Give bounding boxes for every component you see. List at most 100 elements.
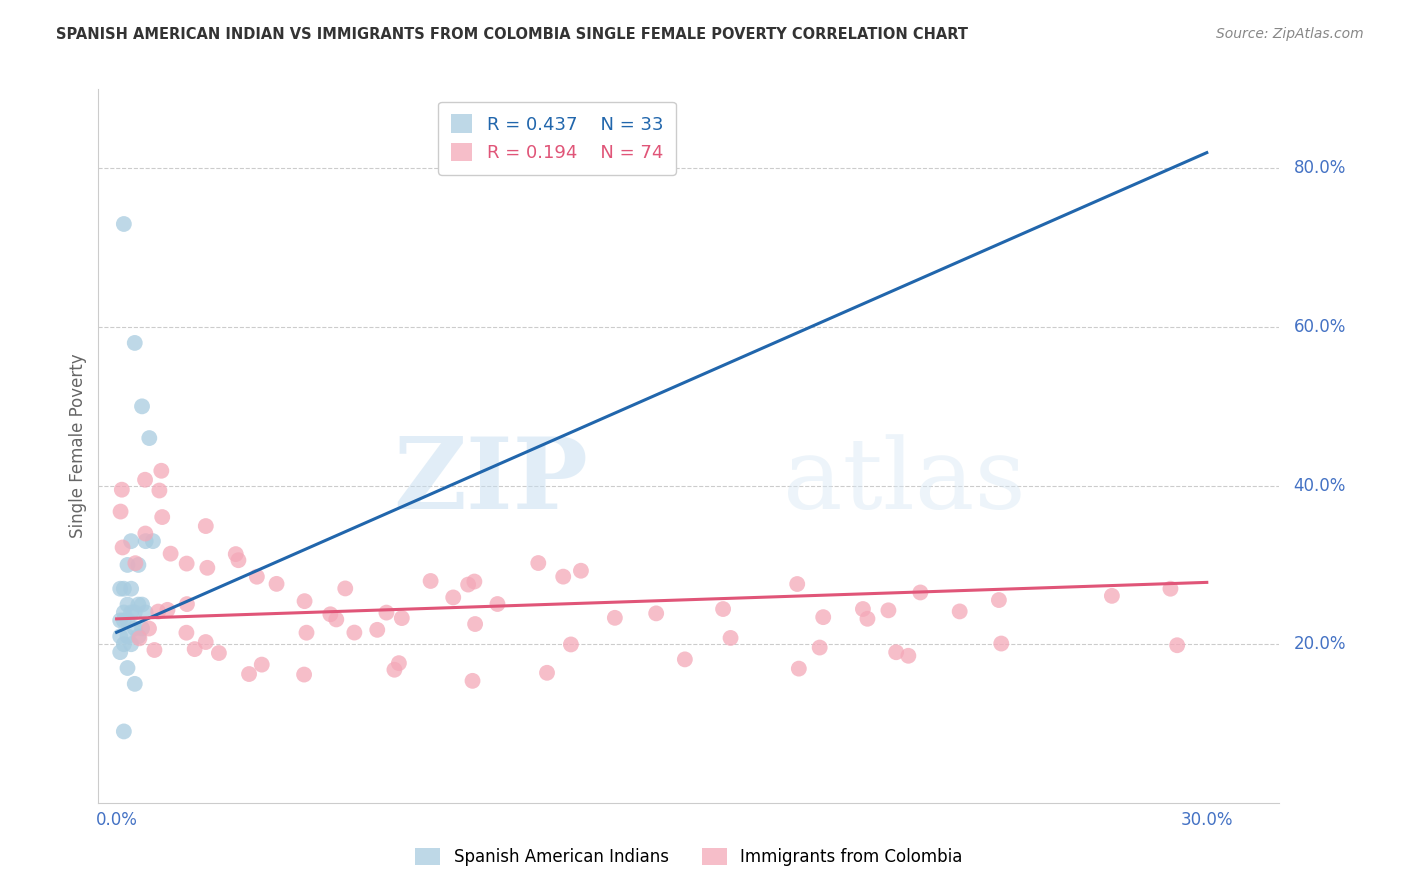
Point — [787, 662, 810, 676]
Point — [183, 642, 205, 657]
Point — [987, 593, 1010, 607]
Point — [120, 606, 142, 620]
Point — [225, 547, 247, 561]
Point — [441, 591, 464, 605]
Text: ZIP: ZIP — [394, 434, 589, 530]
Point — [343, 625, 366, 640]
Point — [325, 612, 347, 626]
Point — [131, 598, 153, 612]
Text: Source: ZipAtlas.com: Source: ZipAtlas.com — [1216, 27, 1364, 41]
Point — [808, 640, 831, 655]
Point — [603, 611, 626, 625]
Point — [124, 606, 146, 620]
Point — [486, 597, 509, 611]
Point — [852, 602, 875, 616]
Point — [391, 611, 413, 625]
Point — [110, 614, 132, 628]
Point — [910, 585, 932, 599]
Point — [366, 623, 388, 637]
Text: 60.0%: 60.0% — [1294, 318, 1346, 336]
Point — [194, 635, 217, 649]
Point — [120, 534, 142, 549]
Point — [124, 677, 146, 691]
Point — [150, 510, 173, 524]
Point — [884, 645, 907, 659]
Point — [131, 400, 153, 414]
Point — [120, 637, 142, 651]
Point — [134, 526, 156, 541]
Point — [142, 534, 165, 549]
Point — [117, 558, 139, 572]
Point — [1166, 638, 1188, 652]
Point — [319, 607, 342, 622]
Point — [553, 569, 575, 583]
Point — [949, 604, 972, 618]
Point — [294, 594, 316, 608]
Point — [120, 582, 142, 596]
Text: 20.0%: 20.0% — [1294, 635, 1346, 653]
Point — [111, 483, 134, 497]
Point — [228, 553, 250, 567]
Text: SPANISH AMERICAN INDIAN VS IMMIGRANTS FROM COLOMBIA SINGLE FEMALE POVERTY CORREL: SPANISH AMERICAN INDIAN VS IMMIGRANTS FR… — [56, 27, 969, 42]
Point — [645, 607, 668, 621]
Point — [560, 637, 582, 651]
Point — [464, 617, 486, 632]
Point — [117, 661, 139, 675]
Point — [148, 605, 170, 619]
Point — [461, 673, 484, 688]
Point — [877, 603, 900, 617]
Point — [176, 597, 198, 611]
Point — [127, 558, 149, 572]
Point — [117, 614, 139, 628]
Point — [117, 629, 139, 643]
Point — [457, 577, 479, 591]
Point — [375, 606, 398, 620]
Point — [176, 557, 198, 571]
Y-axis label: Single Female Poverty: Single Female Poverty — [69, 354, 87, 538]
Point — [711, 602, 734, 616]
Point — [720, 631, 742, 645]
Point — [127, 598, 149, 612]
Point — [134, 473, 156, 487]
Point — [159, 547, 181, 561]
Point — [143, 643, 166, 657]
Text: 40.0%: 40.0% — [1294, 476, 1346, 495]
Point — [135, 534, 157, 549]
Point — [384, 663, 406, 677]
Point — [527, 556, 550, 570]
Point — [135, 606, 157, 620]
Point — [536, 665, 558, 680]
Point — [990, 636, 1012, 650]
Point — [112, 217, 135, 231]
Point — [266, 577, 288, 591]
Point — [124, 556, 146, 570]
Point — [111, 541, 134, 555]
Point — [112, 606, 135, 620]
Point — [127, 629, 149, 643]
Point — [148, 483, 170, 498]
Point — [112, 614, 135, 628]
Point — [124, 335, 146, 350]
Point — [138, 431, 160, 445]
Point — [110, 629, 132, 643]
Point — [131, 621, 153, 635]
Point — [117, 598, 139, 612]
Point — [128, 632, 150, 646]
Point — [208, 646, 231, 660]
Point — [419, 574, 441, 588]
Point — [246, 570, 269, 584]
Point — [335, 582, 357, 596]
Point — [238, 667, 260, 681]
Point — [112, 724, 135, 739]
Point — [110, 582, 132, 596]
Point — [1101, 589, 1123, 603]
Point — [138, 622, 160, 636]
Point — [673, 652, 696, 666]
Point — [295, 625, 318, 640]
Point — [150, 464, 173, 478]
Point — [110, 645, 132, 659]
Point — [897, 648, 920, 663]
Point — [569, 564, 592, 578]
Point — [194, 519, 217, 533]
Point — [388, 656, 411, 670]
